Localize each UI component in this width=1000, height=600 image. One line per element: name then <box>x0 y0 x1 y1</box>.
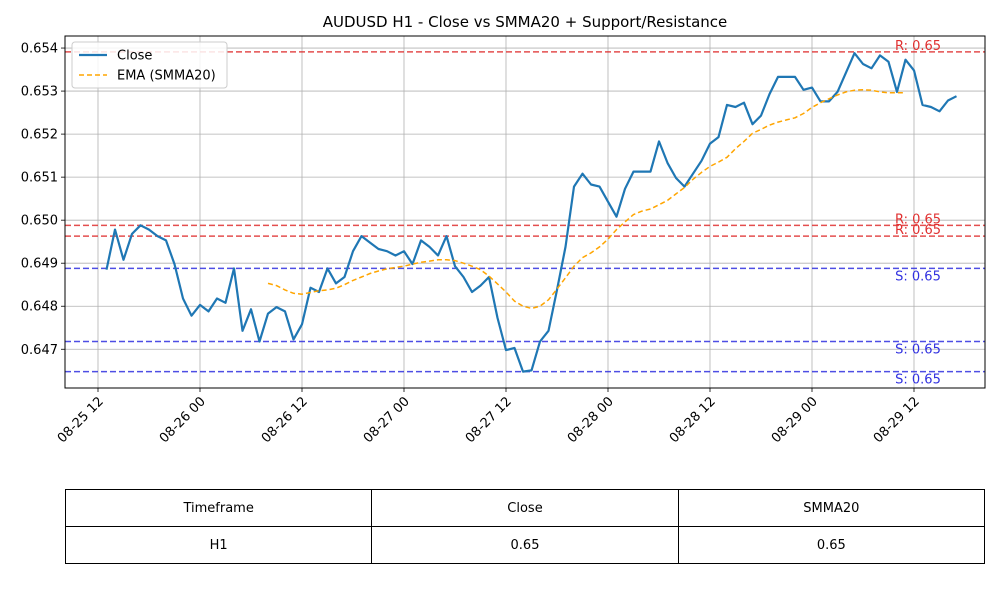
y-tick-label: 0.650 <box>21 214 58 229</box>
x-tick-label: 08-28 12 <box>667 394 719 446</box>
table-header-smma20: SMMA20 <box>677 489 986 527</box>
y-tick-label: 0.647 <box>21 343 58 358</box>
x-tick-label: 08-27 00 <box>361 394 413 446</box>
resistance-label: R: 0.65 <box>895 223 941 238</box>
x-tick-label: 08-26 12 <box>259 394 311 446</box>
table-header-row: Timeframe Close SMMA20 <box>64 489 986 527</box>
y-tick-label: 0.649 <box>21 257 58 272</box>
legend-box <box>71 41 228 89</box>
resistance-label: R: 0.65 <box>895 212 941 227</box>
support-label: S: 0.65 <box>895 343 941 358</box>
support-label: S: 0.65 <box>895 269 941 284</box>
smma20-line <box>267 89 906 310</box>
series-layer <box>105 52 957 373</box>
legend: Close EMA (SMMA20) <box>71 41 228 89</box>
table-cell-timeframe: H1 <box>64 526 373 564</box>
table-cell-smma20: 0.65 <box>677 526 986 564</box>
x-tick-label: 08-29 12 <box>871 394 923 446</box>
plot-area <box>64 35 986 389</box>
grid-layer <box>65 36 985 388</box>
y-tick-label: 0.652 <box>21 128 58 143</box>
x-tick-label: 08-29 00 <box>769 394 821 446</box>
table-cell-close: 0.65 <box>371 526 679 564</box>
legend-label-close: Close <box>117 49 152 64</box>
x-tick-label: 08-26 00 <box>157 394 209 446</box>
chart: AUDUSD H1 - Close vs SMMA20 + Support/Re… <box>21 13 986 447</box>
summary-table: Timeframe Close SMMA20 H1 0.65 0.65 <box>64 489 986 564</box>
support-resistance-layer: R: 0.65R: 0.65R: 0.65S: 0.65S: 0.65S: 0.… <box>65 39 985 388</box>
y-tick-label: 0.653 <box>21 85 58 100</box>
legend-label-smma20: EMA (SMMA20) <box>117 69 216 84</box>
table-row: H1 0.65 0.65 <box>64 526 986 564</box>
tick-layer: 08-25 12 08-26 00 08-26 12 08-27 00 08-27 12… <box>21 42 923 447</box>
resistance-label: R: 0.65 <box>895 39 941 54</box>
y-tick-label: 0.654 <box>21 42 58 57</box>
x-tick-label: 08-25 12 <box>55 394 107 446</box>
table-header-timeframe: Timeframe <box>64 489 373 527</box>
support-label: S: 0.65 <box>895 373 941 388</box>
close-line <box>105 52 957 373</box>
table-header-close: Close <box>371 489 679 527</box>
y-tick-label: 0.651 <box>21 171 58 186</box>
chart-title: AUDUSD H1 - Close vs SMMA20 + Support/Re… <box>323 13 728 31</box>
y-tick-label: 0.648 <box>21 300 58 315</box>
x-tick-label: 08-28 00 <box>565 394 617 446</box>
x-tick-label: 08-27 12 <box>463 394 515 446</box>
